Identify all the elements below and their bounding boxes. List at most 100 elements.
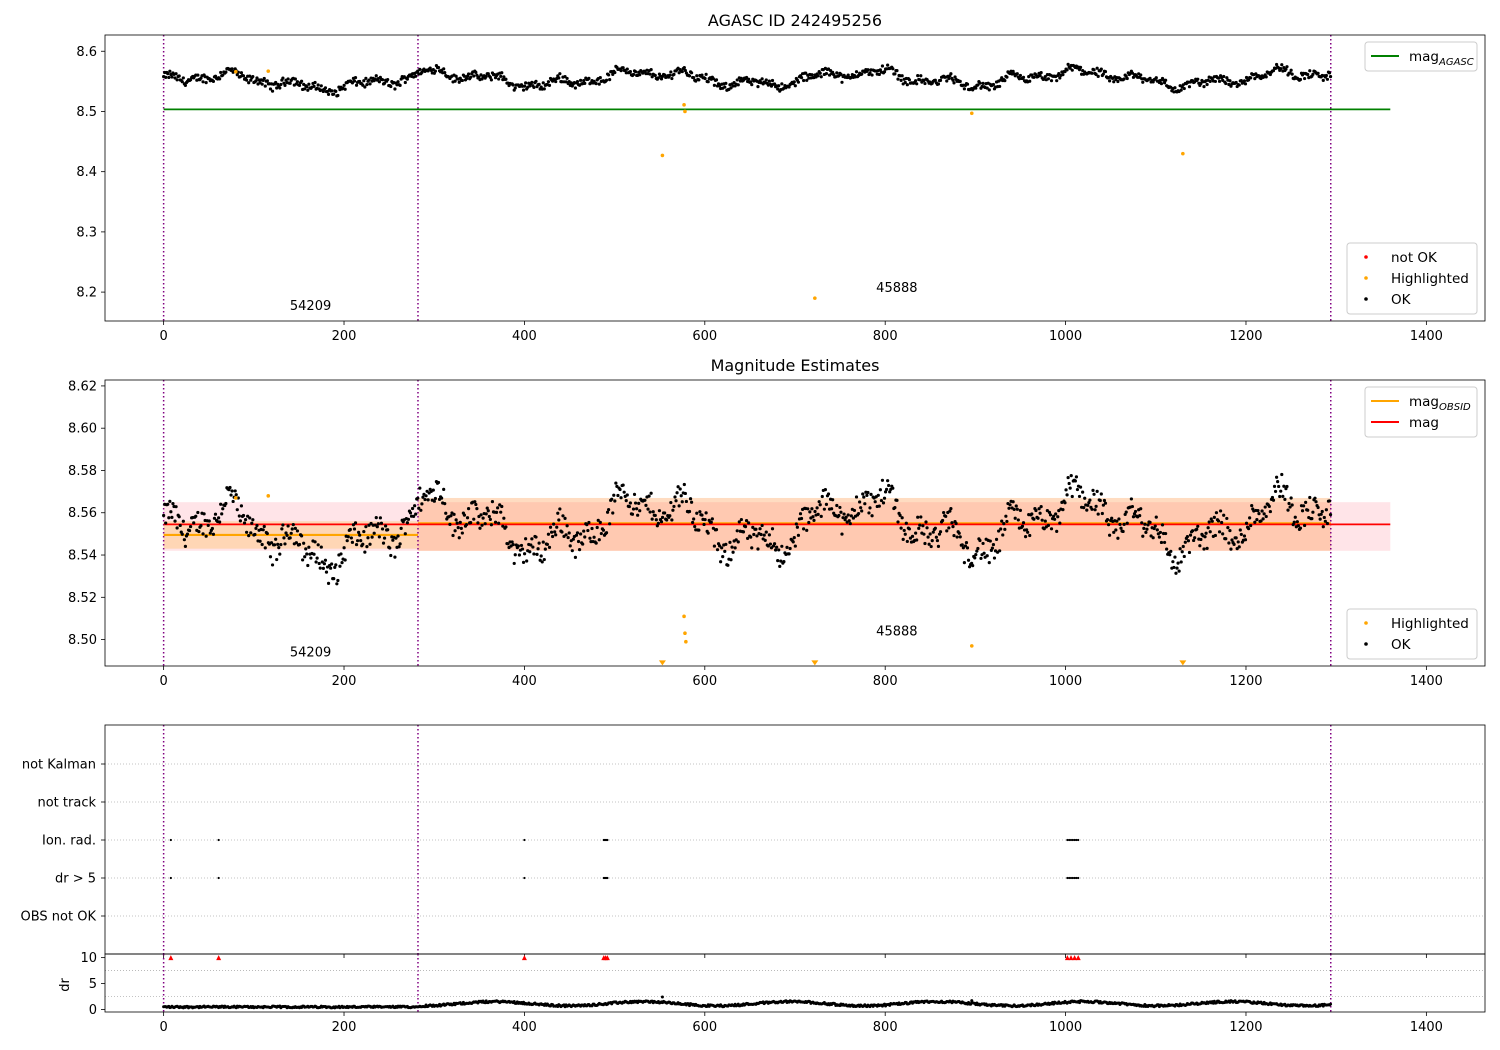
ok-point bbox=[418, 67, 422, 71]
ok-point bbox=[899, 526, 903, 530]
ok-point bbox=[1179, 88, 1183, 92]
ok-point bbox=[239, 504, 244, 508]
ok-point bbox=[1003, 527, 1007, 531]
ok-point bbox=[729, 86, 733, 90]
ok-point bbox=[938, 78, 943, 82]
ok-point bbox=[747, 77, 751, 81]
ok-point bbox=[671, 508, 675, 512]
ok-point bbox=[895, 69, 899, 73]
ok-point bbox=[631, 72, 636, 77]
x-tick-label: 800 bbox=[873, 674, 898, 689]
ok-point bbox=[1030, 512, 1034, 516]
ok-point bbox=[982, 551, 986, 555]
ok-point bbox=[275, 557, 279, 562]
flag-point bbox=[1073, 838, 1076, 842]
ok-point bbox=[706, 531, 710, 535]
ok-point bbox=[393, 555, 397, 559]
ok-point bbox=[1046, 77, 1051, 81]
ok-point bbox=[365, 545, 369, 549]
ok-point bbox=[224, 70, 228, 74]
y-tick-label: 8.62 bbox=[68, 379, 97, 394]
ok-point bbox=[301, 558, 305, 562]
ok-point bbox=[1116, 536, 1120, 540]
ok-point bbox=[655, 524, 659, 528]
ok-point bbox=[484, 74, 488, 78]
ok-point bbox=[582, 529, 586, 533]
ok-point bbox=[854, 495, 859, 499]
ok-point bbox=[1227, 541, 1231, 545]
ok-point bbox=[1164, 78, 1168, 82]
ok-point bbox=[1153, 524, 1157, 528]
ok-point bbox=[521, 560, 526, 565]
ok-point bbox=[868, 506, 872, 510]
ok-point bbox=[724, 542, 728, 546]
ok-point bbox=[810, 507, 814, 511]
ok-point bbox=[1021, 75, 1026, 79]
ok-point bbox=[388, 546, 392, 550]
ok-point bbox=[1198, 544, 1202, 548]
ok-point bbox=[683, 68, 687, 73]
ok-point bbox=[840, 532, 844, 536]
ok-point bbox=[220, 512, 224, 516]
ok-point bbox=[175, 78, 179, 82]
ok-point bbox=[1114, 528, 1118, 532]
ok-point bbox=[1112, 80, 1116, 84]
ok-point bbox=[555, 525, 559, 529]
flag-row-label: Ion. rad. bbox=[42, 834, 96, 849]
ok-point bbox=[1110, 516, 1114, 520]
ok-point bbox=[279, 542, 283, 547]
ok-point bbox=[537, 541, 541, 545]
ok-point bbox=[810, 73, 814, 77]
ok-point bbox=[714, 78, 719, 82]
ok-point bbox=[743, 524, 748, 529]
ok-point bbox=[268, 87, 273, 91]
ok-point bbox=[644, 503, 648, 507]
ok-point bbox=[423, 497, 427, 502]
ok-point bbox=[1179, 560, 1183, 564]
ok-point bbox=[410, 506, 415, 511]
obsid-label: 45888 bbox=[876, 624, 917, 639]
ok-point bbox=[720, 546, 724, 550]
ok-point bbox=[614, 481, 618, 485]
ok-point bbox=[403, 80, 407, 85]
ok-point bbox=[524, 81, 528, 85]
ok-point bbox=[1140, 521, 1144, 525]
y-tick-label: 8.52 bbox=[68, 591, 97, 606]
ok-point bbox=[329, 566, 333, 570]
legend-subscript: OBSID bbox=[1439, 402, 1471, 413]
ok-point bbox=[1275, 475, 1279, 479]
ok-point bbox=[923, 541, 927, 546]
ok-point bbox=[1301, 504, 1306, 508]
ok-point bbox=[546, 80, 551, 84]
ok-point bbox=[611, 511, 615, 515]
ok-point bbox=[1122, 77, 1126, 81]
ok-point bbox=[1065, 493, 1069, 497]
ok-point bbox=[1261, 517, 1265, 521]
ok-point bbox=[433, 496, 437, 501]
ok-point bbox=[1190, 529, 1195, 533]
ok-point bbox=[622, 490, 626, 494]
ok-point bbox=[278, 552, 282, 556]
ok-point bbox=[973, 556, 977, 560]
ok-point bbox=[687, 509, 692, 514]
ok-point bbox=[241, 74, 246, 78]
ok-point bbox=[1320, 509, 1324, 514]
ok-point bbox=[563, 516, 567, 520]
ok-point bbox=[1025, 528, 1029, 532]
ok-point bbox=[476, 521, 480, 525]
ok-point bbox=[288, 536, 292, 540]
ok-point bbox=[650, 517, 654, 521]
highlighted-point bbox=[233, 69, 238, 74]
ok-point bbox=[860, 72, 864, 76]
ok-point bbox=[291, 523, 295, 527]
ok-point bbox=[955, 535, 959, 539]
ok-point bbox=[293, 77, 297, 81]
ok-point bbox=[1094, 72, 1098, 77]
ok-point bbox=[481, 516, 485, 520]
ok-point bbox=[1090, 71, 1094, 75]
ok-point bbox=[1095, 489, 1099, 493]
y-tick-label: 8.54 bbox=[68, 549, 97, 564]
ok-point bbox=[499, 74, 503, 78]
ok-point bbox=[882, 70, 887, 74]
ok-point bbox=[1063, 501, 1067, 505]
